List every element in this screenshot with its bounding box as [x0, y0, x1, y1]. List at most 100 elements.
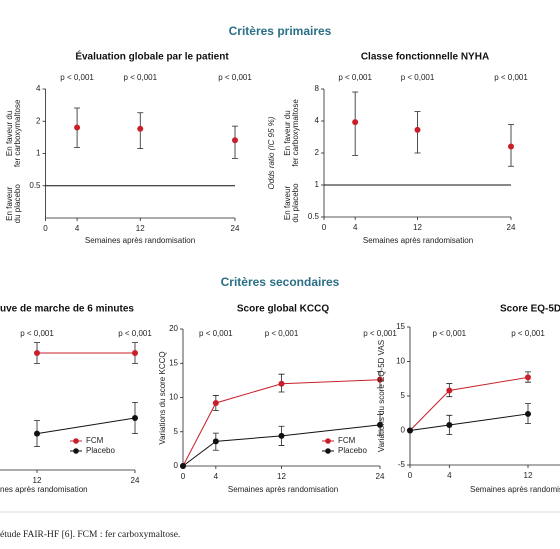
point: [377, 376, 383, 383]
y-tick-label: 15: [169, 358, 178, 367]
p-value: p < 0,001: [363, 329, 397, 338]
side-label: fer carboxymaltose: [291, 99, 300, 167]
x-tick-label: 4: [447, 471, 452, 480]
point: [132, 415, 138, 421]
y-tick-label: 2: [315, 148, 320, 157]
side-label: En faveur du: [283, 110, 292, 155]
chart: Score global KCCQ 0 4 12 24 0 5 10 15 20 Semaines …: [158, 304, 397, 494]
legend-label: FCM: [338, 436, 356, 445]
y-tick-label: 20: [169, 324, 178, 333]
side-label: fer carboxymaltose: [13, 99, 22, 167]
legend-label: Placebo: [86, 446, 115, 455]
point: [446, 421, 453, 428]
y-tick-label: 4: [315, 116, 320, 125]
p-value: p < 0,001: [20, 329, 54, 338]
x-tick-label: 0: [43, 224, 48, 233]
legend-label: FCM: [86, 436, 104, 445]
x-tick-label: 24: [376, 472, 385, 481]
x-axis-label: nes après randomisation: [0, 485, 88, 494]
x-tick-label: 24: [507, 223, 516, 232]
chart: Évaluation globale par le patient 0 4 12 2 4 0…: [5, 50, 252, 245]
chart-title: Score EQ-5D: [500, 304, 560, 315]
point: [508, 143, 514, 150]
legend-marker: [73, 448, 79, 454]
x-tick-label: 12: [33, 476, 42, 485]
y-tick-label: 10: [169, 393, 178, 402]
x-axis-label: Semaines après randomisation: [470, 485, 560, 494]
point: [74, 124, 81, 131]
series-line: [182, 379, 381, 467]
y-tick-label: 0.5: [308, 212, 320, 221]
p-value: p < 0,001: [199, 329, 233, 338]
section-heading: Critères primaires: [229, 24, 332, 38]
point: [132, 350, 138, 356]
y-axis-label: Variations du score EQ-5D VAS: [377, 340, 386, 452]
p-value: p < 0,001: [433, 329, 467, 338]
x-tick-label: 12: [277, 472, 286, 481]
series-line: [36, 417, 136, 435]
y-tick-label: 4: [36, 84, 41, 93]
point: [278, 432, 285, 439]
point: [212, 399, 219, 406]
point: [525, 410, 531, 417]
point: [137, 125, 144, 132]
side-label: En faveur: [283, 186, 292, 221]
x-tick-label: 4: [214, 472, 219, 481]
y-tick-label: -5: [398, 460, 406, 469]
series-line: [409, 413, 529, 431]
x-tick-label: 0: [181, 472, 186, 481]
x-tick-label: 12: [136, 224, 145, 233]
x-tick-label: 4: [353, 223, 358, 232]
y-axis-label: Variations du score KCCQ: [158, 351, 167, 444]
point: [278, 380, 285, 387]
series-line: [182, 424, 381, 467]
y-tick-label: 10: [396, 357, 405, 366]
point: [34, 350, 40, 356]
y-axis-label: Odds ratio (IC 95 %): [267, 116, 276, 189]
p-value: p < 0,001: [60, 73, 94, 82]
y-tick-label: 1: [36, 149, 41, 158]
y-tick-label: 5: [401, 391, 406, 400]
section-heading: Critères secondaires: [221, 275, 340, 289]
legend-label: Placebo: [338, 446, 367, 455]
x-tick-label: 4: [75, 224, 80, 233]
x-tick-label: 12: [524, 471, 533, 480]
legend-marker: [325, 448, 331, 454]
chart-title: Évaluation globale par le patient: [75, 50, 229, 63]
p-value: p < 0,001: [494, 73, 528, 82]
p-value: p < 0,001: [401, 73, 435, 82]
x-tick-label: 12: [413, 223, 422, 232]
p-value: p < 0,001: [118, 329, 152, 338]
y-tick-label: 0: [401, 426, 406, 435]
point: [377, 421, 383, 428]
x-tick-label: 0: [408, 471, 413, 480]
p-value: p < 0,001: [338, 73, 372, 82]
p-value: p < 0,001: [265, 329, 299, 338]
legend-marker: [73, 438, 79, 444]
point: [407, 427, 413, 434]
y-tick-label: 8: [315, 84, 320, 93]
y-tick-label: 15: [396, 322, 405, 331]
point: [525, 374, 531, 381]
y-tick-label: 2: [36, 116, 41, 125]
y-tick-label: 5: [174, 427, 179, 436]
side-label: du placebo: [291, 183, 300, 223]
point: [180, 463, 186, 469]
x-axis-label: Semaines après randomisation: [363, 236, 473, 245]
y-tick-label: 0: [174, 461, 179, 470]
legend-marker: [325, 438, 331, 444]
y-tick-label: 0.5: [29, 181, 41, 190]
point: [352, 119, 359, 126]
chart: uve de marche de 6 minutes 12 24 nes après …: [0, 304, 152, 494]
p-value: p < 0,001: [123, 73, 157, 82]
y-tick-label: 1: [315, 180, 320, 189]
x-axis-label: Semaines après randomisation: [85, 236, 195, 245]
side-label: En faveur: [5, 186, 14, 221]
point: [212, 438, 219, 445]
point: [34, 430, 40, 437]
x-tick-label: 0: [322, 223, 327, 232]
